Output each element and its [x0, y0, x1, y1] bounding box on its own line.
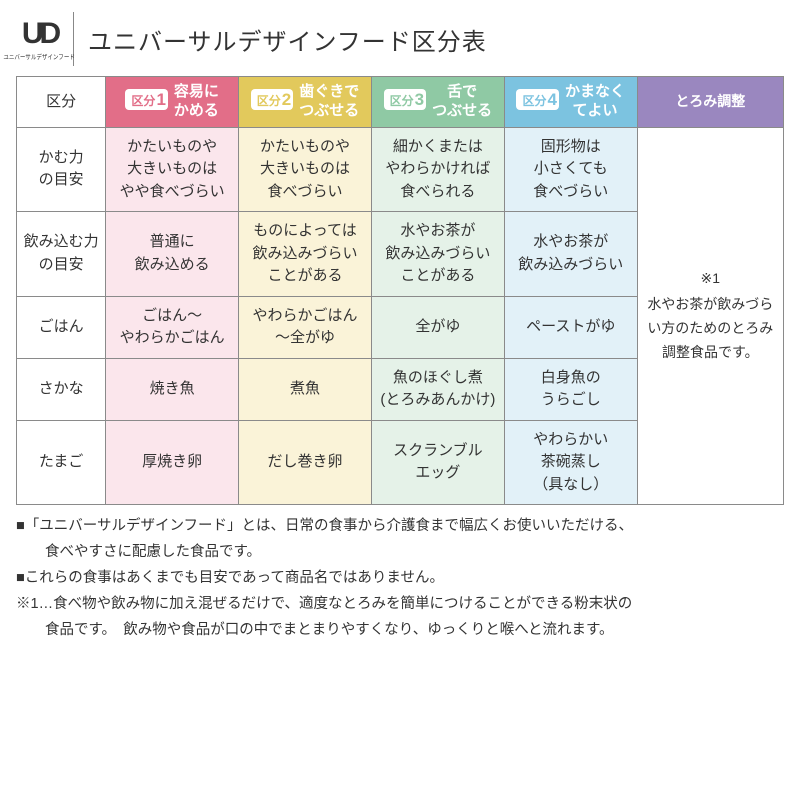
table-cell: 固形物は小さくても食べづらい: [504, 127, 637, 212]
badge-4: 区分4: [516, 89, 558, 110]
table-cell: 普通に飲み込める: [106, 212, 239, 297]
udf-classification-table: 区分 区分1 容易にかめる 区分2 歯ぐきでつぶせる 区分3 舌でつぶせる 区分4 かま…: [16, 76, 784, 505]
table-row: かむ力の目安かたいものや大きいものはやや食べづらいかたいものや大きいものは食べづ…: [17, 127, 784, 212]
table-cell: 煮魚: [239, 358, 372, 420]
table-cell: 全がゆ: [371, 296, 504, 358]
badge-1: 区分1: [125, 89, 167, 110]
thickening-note: ※1水やお茶が飲みづらい方のためのとろみ調整食品です。: [637, 127, 783, 505]
table-cell: ペーストがゆ: [504, 296, 637, 358]
logo-mark: UD: [22, 17, 57, 51]
footnote-line: 食べやすさに配慮した食品です。: [16, 541, 784, 565]
table-cell: ごはん～やわらかごはん: [106, 296, 239, 358]
table-cell: スクランブルエッグ: [371, 420, 504, 505]
table-cell: 焼き魚: [106, 358, 239, 420]
footnote-line: ■「ユニバーサルデザインフード」とは、日常の食事から介護食まで幅広くお使いいただ…: [16, 515, 784, 539]
footnotes: ■「ユニバーサルデザインフード」とは、日常の食事から介護食まで幅広くお使いいただ…: [16, 515, 784, 643]
table-cell: 水やお茶が飲み込みづらい: [504, 212, 637, 297]
table-cell: 細かくまたはやわらかければ食べられる: [371, 127, 504, 212]
header-category-1: 区分1 容易にかめる: [106, 77, 239, 128]
row-label: かむ力の目安: [17, 127, 106, 212]
table-cell: だし巻き卵: [239, 420, 372, 505]
table-cell: ものによっては飲み込みづらいことがある: [239, 212, 372, 297]
header-kubun: 区分: [17, 77, 106, 128]
header-label-2: 歯ぐきでつぶせる: [299, 83, 359, 121]
header-label-3: 舌でつぶせる: [432, 83, 492, 121]
badge-3: 区分3: [384, 89, 426, 110]
header-label-4: かまなくてよい: [565, 83, 625, 121]
row-label: 飲み込む力の目安: [17, 212, 106, 297]
logo-subtext: ユニバーサルデザインフード: [4, 51, 76, 61]
table-cell: かたいものや大きいものは食べづらい: [239, 127, 372, 212]
header-category-2: 区分2 歯ぐきでつぶせる: [239, 77, 372, 128]
row-label: さかな: [17, 358, 106, 420]
table-cell: やわらかごはん～全がゆ: [239, 296, 372, 358]
page-header: UD ユニバーサルデザインフード ユニバーサルデザインフード区分表: [16, 12, 784, 66]
footnote-line: ■これらの食事はあくまでも目安であって商品名ではありません。: [16, 567, 784, 591]
table-cell: やわらかい茶碗蒸し（具なし）: [504, 420, 637, 505]
header-category-3: 区分3 舌でつぶせる: [371, 77, 504, 128]
header-category-4: 区分4 かまなくてよい: [504, 77, 637, 128]
ud-logo: UD ユニバーサルデザインフード: [16, 12, 74, 66]
header-category-5: とろみ調整: [637, 77, 783, 128]
footnote-line: 食品です。 飲み物や食品が口の中でまとまりやすくなり、ゆっくりと喉へと流れます。: [16, 619, 784, 643]
row-label: たまご: [17, 420, 106, 505]
badge-2: 区分2: [251, 89, 293, 110]
table-cell: 厚焼き卵: [106, 420, 239, 505]
table-header-row: 区分 区分1 容易にかめる 区分2 歯ぐきでつぶせる 区分3 舌でつぶせる 区分4 かま…: [17, 77, 784, 128]
footnote-line: ※1…食べ物や飲み物に加え混ぜるだけで、適度なとろみを簡単につけることができる粉…: [16, 593, 784, 617]
table-cell: 水やお茶が飲み込みづらいことがある: [371, 212, 504, 297]
header-label-1: 容易にかめる: [174, 83, 219, 121]
table-cell: 白身魚のうらごし: [504, 358, 637, 420]
table-cell: かたいものや大きいものはやや食べづらい: [106, 127, 239, 212]
table-cell: 魚のほぐし煮(とろみあんかけ): [371, 358, 504, 420]
row-label: ごはん: [17, 296, 106, 358]
page-title: ユニバーサルデザインフード区分表: [88, 22, 487, 57]
